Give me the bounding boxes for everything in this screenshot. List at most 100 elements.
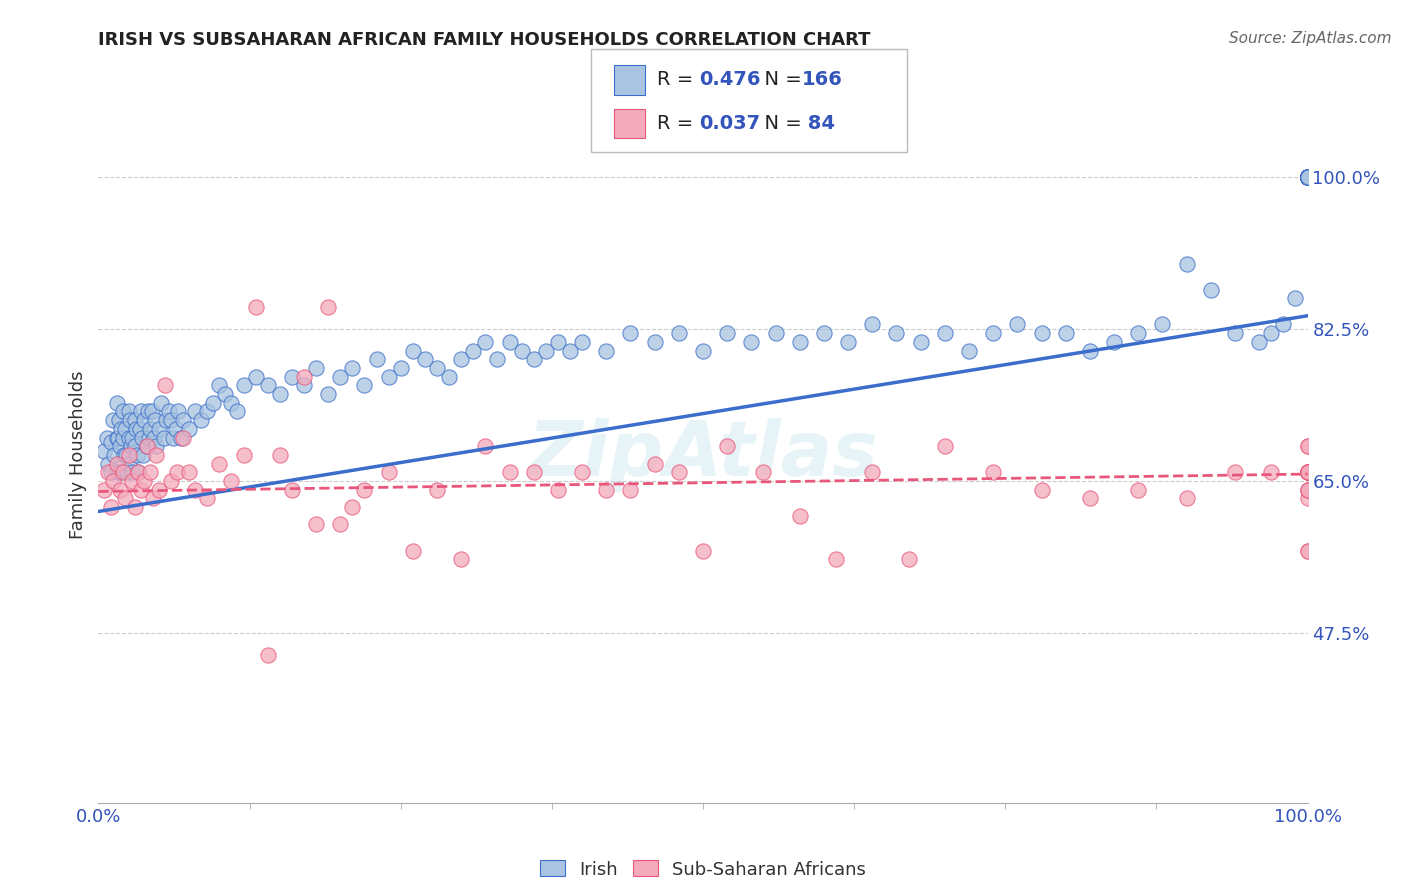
Point <box>134 474 156 488</box>
Point <box>1296 466 1319 480</box>
Point <box>145 448 167 462</box>
Point <box>127 466 149 480</box>
Point <box>1296 169 1319 184</box>
Text: IRISH VS SUBSAHARAN AFRICAN FAMILY HOUSEHOLDS CORRELATION CHART: IRISH VS SUBSAHARAN AFRICAN FAMILY HOUSE… <box>98 31 870 49</box>
Point <box>105 396 128 410</box>
Y-axis label: Family Households: Family Households <box>69 371 87 539</box>
Point <box>292 378 315 392</box>
Point <box>571 334 593 349</box>
Text: 166: 166 <box>801 70 842 89</box>
Point <box>837 334 859 349</box>
Point <box>281 483 304 497</box>
Point <box>437 369 460 384</box>
Point <box>813 326 835 341</box>
Point <box>716 439 738 453</box>
Point <box>134 413 156 427</box>
Point <box>1296 169 1319 184</box>
Point <box>118 457 141 471</box>
Point <box>114 491 136 506</box>
Point <box>1284 291 1306 305</box>
Point <box>752 466 775 480</box>
Point <box>547 334 569 349</box>
Point <box>740 334 762 349</box>
Point <box>141 404 163 418</box>
Point <box>1296 169 1319 184</box>
Point <box>910 334 932 349</box>
Point <box>523 466 546 480</box>
Point <box>184 483 207 497</box>
Point <box>172 413 194 427</box>
Point <box>1175 491 1198 506</box>
Point <box>177 466 201 480</box>
Point <box>129 404 152 418</box>
Point <box>1078 491 1101 506</box>
Point <box>1296 169 1319 184</box>
Point <box>1296 169 1319 184</box>
Point <box>1128 326 1150 341</box>
Point <box>114 422 136 436</box>
Point <box>897 552 920 566</box>
Point <box>402 543 425 558</box>
Point <box>169 431 191 445</box>
Point <box>389 360 412 375</box>
Point <box>1296 169 1319 184</box>
Point <box>1031 326 1053 341</box>
Point <box>377 369 399 384</box>
Point <box>1296 466 1319 480</box>
Point <box>1296 483 1319 497</box>
Point <box>100 466 122 480</box>
Point <box>232 378 254 392</box>
Point <box>269 448 291 462</box>
Point <box>1296 466 1319 480</box>
Point <box>981 326 1004 341</box>
Point <box>1296 169 1319 184</box>
Point <box>132 448 155 462</box>
Point <box>1296 169 1319 184</box>
Point <box>118 448 141 462</box>
Point <box>1296 169 1319 184</box>
Point <box>148 483 170 497</box>
Point <box>1296 169 1319 184</box>
Text: 0.476: 0.476 <box>699 70 761 89</box>
Point <box>135 439 157 453</box>
Text: R =: R = <box>657 114 699 133</box>
Point <box>668 466 690 480</box>
Point <box>353 378 375 392</box>
Point <box>1296 169 1319 184</box>
Point <box>245 369 267 384</box>
Point <box>498 334 520 349</box>
Point <box>463 343 485 358</box>
Point <box>139 422 162 436</box>
Point <box>1199 283 1222 297</box>
Point <box>108 439 131 453</box>
Point <box>474 439 496 453</box>
Point <box>131 431 153 445</box>
Point <box>221 474 243 488</box>
Point <box>1296 439 1319 453</box>
Point <box>329 517 352 532</box>
Point <box>108 466 131 480</box>
Point <box>117 466 139 480</box>
Point <box>825 552 848 566</box>
Point <box>1296 466 1319 480</box>
Point <box>162 431 184 445</box>
Point <box>860 318 883 332</box>
Point <box>129 483 152 497</box>
Point <box>124 413 146 427</box>
Point <box>1296 169 1319 184</box>
Point <box>1272 318 1295 332</box>
Point <box>1296 466 1319 480</box>
Point <box>105 431 128 445</box>
Point <box>150 396 173 410</box>
Point <box>93 443 115 458</box>
Point <box>208 457 231 471</box>
Point <box>860 466 883 480</box>
Point <box>644 334 666 349</box>
Point <box>366 352 388 367</box>
Point <box>1296 169 1319 184</box>
Point <box>1296 169 1319 184</box>
Point <box>110 422 132 436</box>
Point <box>148 422 170 436</box>
Point <box>1296 169 1319 184</box>
Point <box>120 439 142 453</box>
